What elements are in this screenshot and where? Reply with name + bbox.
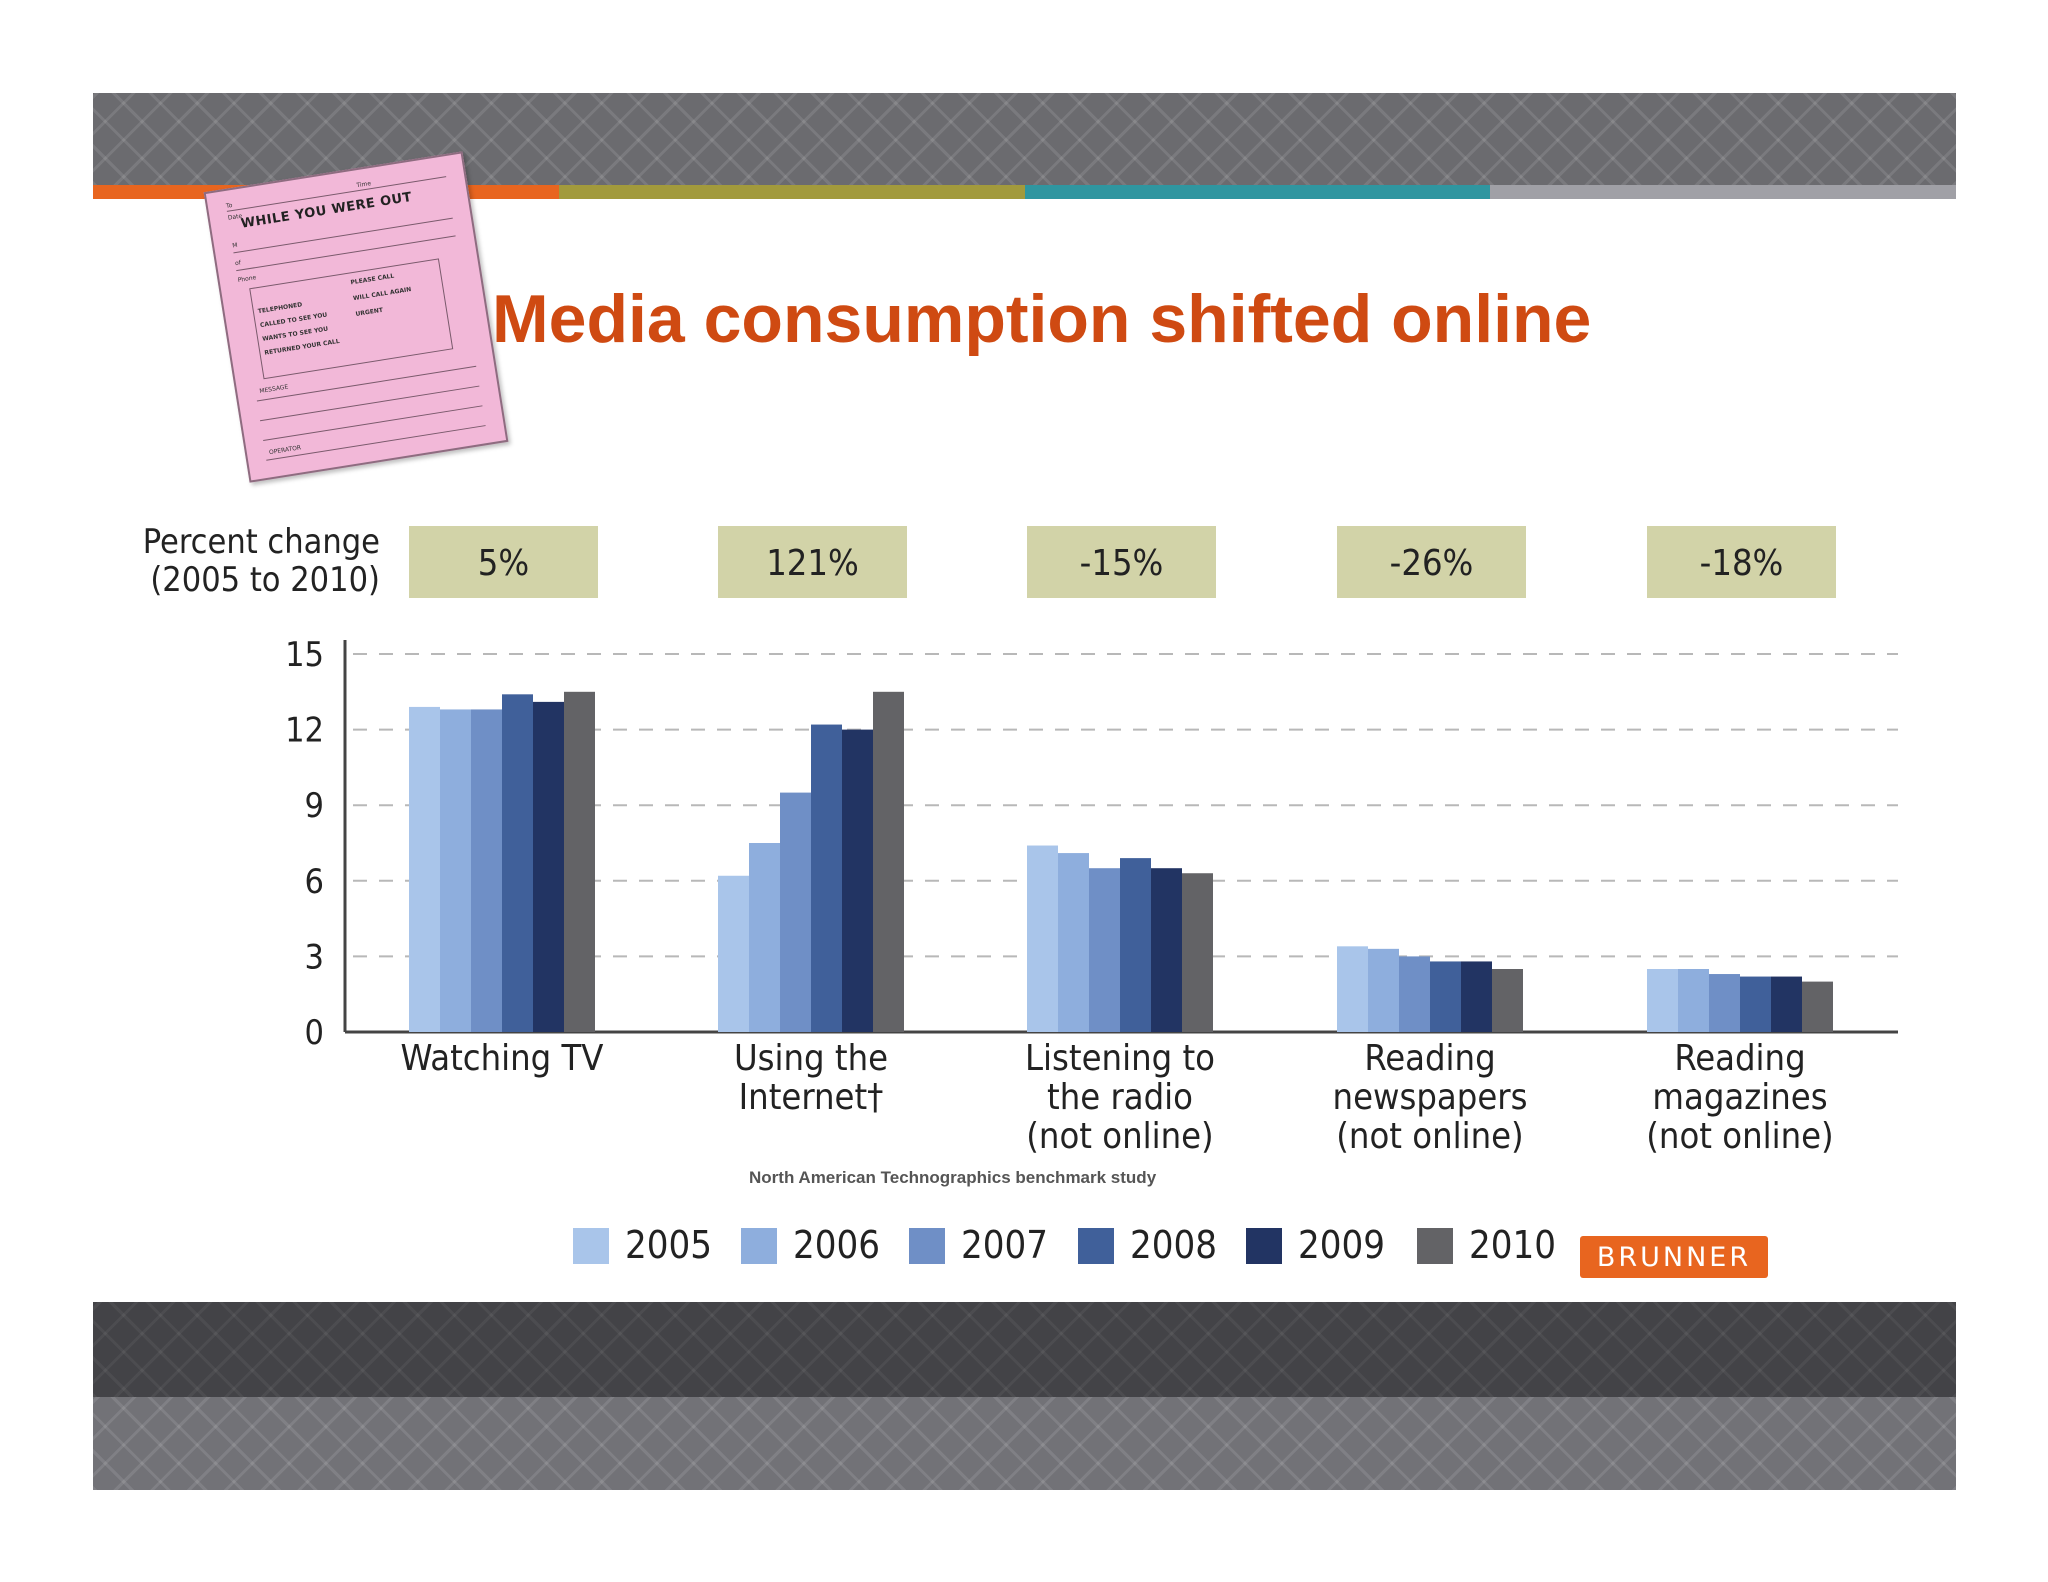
bar (1151, 868, 1182, 1032)
slide (93, 93, 1956, 1490)
y-tick-label: 15 (285, 635, 324, 675)
category-label: the radio (1047, 1077, 1193, 1118)
bar (1709, 974, 1740, 1032)
bar (1399, 956, 1430, 1032)
bar (1058, 853, 1089, 1032)
header-pattern-band (93, 93, 1956, 185)
legend-label: 2006 (793, 1223, 880, 1267)
category-label: Internet† (739, 1077, 884, 1118)
bar (873, 691, 904, 1032)
legend-swatch (741, 1228, 777, 1264)
category-label: (not online) (1336, 1116, 1523, 1157)
y-tick-label: 9 (305, 786, 324, 826)
legend-swatch (1417, 1228, 1453, 1264)
legend-label: 2009 (1298, 1223, 1385, 1267)
bar (409, 706, 440, 1032)
bar (780, 792, 811, 1032)
bar (1027, 845, 1058, 1032)
bar (533, 701, 564, 1032)
page-title: Media consumption shifted online (492, 281, 1592, 357)
bar (718, 875, 749, 1032)
percent-change-box (409, 526, 598, 598)
percent-change-box (1027, 526, 1216, 598)
percent-change-label: Percent change (143, 522, 380, 562)
bar (1647, 969, 1678, 1032)
legend-label: 2007 (961, 1223, 1048, 1267)
percent-change-value: -18% (1700, 543, 1784, 584)
percent-change-box (718, 526, 907, 598)
legend-swatch (573, 1228, 609, 1264)
legend-swatch (909, 1228, 945, 1264)
brunner-logo: BRUNNER (1580, 1236, 1768, 1278)
bar (1678, 969, 1709, 1032)
legend-label: 2010 (1469, 1223, 1556, 1267)
y-tick-label: 0 (305, 1013, 324, 1053)
category-label: magazines (1652, 1077, 1827, 1118)
bar (1771, 976, 1802, 1032)
bar (1337, 946, 1368, 1032)
legend-label: 2005 (625, 1223, 712, 1267)
bar (440, 709, 471, 1032)
percent-change-box (1647, 526, 1836, 598)
category-label: newspapers (1333, 1077, 1528, 1118)
legend-swatch (1246, 1228, 1282, 1264)
category-label: Using the (734, 1038, 888, 1079)
percent-change-value: -26% (1390, 543, 1474, 584)
legend-swatch (1078, 1228, 1114, 1264)
percent-change-box (1337, 526, 1526, 598)
category-label: (not online) (1646, 1116, 1833, 1157)
bar (1740, 976, 1771, 1032)
y-tick-label: 6 (305, 862, 324, 902)
bar (564, 691, 595, 1032)
bar (502, 694, 533, 1032)
y-tick-label: 3 (305, 937, 324, 977)
legend-label: 2008 (1130, 1223, 1217, 1267)
bar (1089, 868, 1120, 1032)
percent-change-value: -15% (1080, 543, 1164, 584)
bar (1120, 858, 1151, 1032)
stripe-gray (1490, 185, 1956, 199)
source-note: North American Technographics benchmark … (749, 1168, 1157, 1187)
percent-change-value: 121% (766, 543, 859, 584)
stripe-olive (558, 185, 1025, 199)
category-label: Listening to (1025, 1038, 1215, 1079)
bar (1461, 961, 1492, 1032)
category-label: Reading (1674, 1038, 1805, 1079)
y-tick-label: 12 (285, 711, 324, 751)
category-label: (not online) (1026, 1116, 1213, 1157)
bar (1492, 969, 1523, 1032)
percent-change-label: (2005 to 2010) (150, 560, 380, 600)
category-label: Watching TV (401, 1038, 604, 1079)
bar (811, 724, 842, 1032)
bar (1430, 961, 1461, 1032)
category-label: Reading (1364, 1038, 1495, 1079)
bar (471, 709, 502, 1032)
percent-change-value: 5% (478, 543, 529, 584)
bar (1802, 981, 1833, 1032)
bar (842, 729, 873, 1032)
stripe-teal (1024, 185, 1491, 199)
bar (1368, 948, 1399, 1032)
bar (749, 843, 780, 1032)
bar (1182, 873, 1213, 1032)
footer-bar (93, 1302, 1956, 1397)
